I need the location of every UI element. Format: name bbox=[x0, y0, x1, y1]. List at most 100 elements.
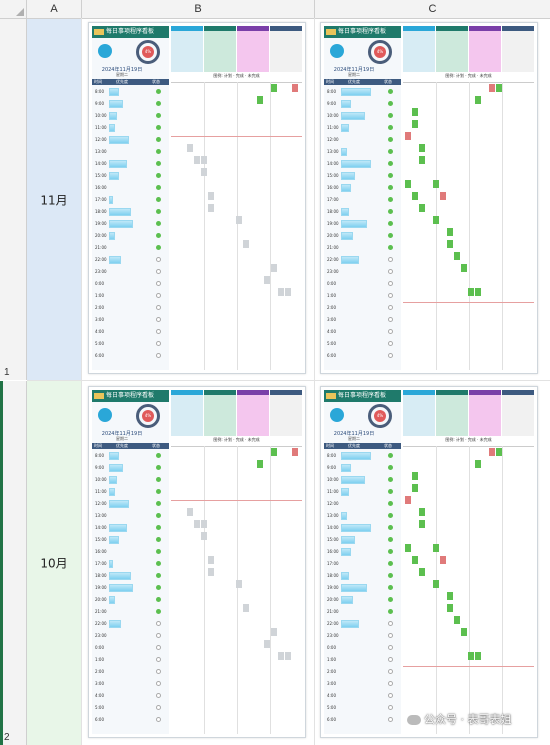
column-header-b[interactable]: B bbox=[82, 0, 315, 18]
category-tab bbox=[237, 26, 269, 31]
priority-bar bbox=[109, 452, 119, 460]
status-dot bbox=[156, 681, 161, 686]
schedule-block bbox=[194, 520, 200, 528]
schedule-block bbox=[468, 288, 474, 296]
status-dot bbox=[388, 573, 393, 578]
time-row: 18:00 bbox=[92, 571, 169, 581]
schedule-board-c1[interactable]: 每日事项程序看板 4% 2024年11月19日 星期二 时间 优先度 状态 8:00 9:00 1… bbox=[320, 22, 538, 374]
time-label: 9:00 bbox=[95, 101, 104, 106]
table-header-cell: 优先度 bbox=[348, 443, 360, 448]
progress-ring: 4% bbox=[368, 404, 392, 428]
grid-line bbox=[237, 446, 238, 734]
status-dot bbox=[388, 669, 393, 674]
time-row: 16:00 bbox=[324, 183, 401, 193]
status-dot bbox=[388, 597, 393, 602]
status-dot bbox=[388, 633, 393, 638]
progress-ring: 4% bbox=[368, 40, 392, 64]
schedule-block bbox=[271, 84, 277, 92]
row-header-1[interactable]: 1 bbox=[0, 19, 27, 380]
schedule-block bbox=[461, 628, 467, 636]
board-title: 每日事项程序看板 bbox=[324, 26, 401, 38]
category-tab bbox=[502, 390, 534, 395]
time-label: 18:00 bbox=[95, 209, 107, 214]
schedule-block bbox=[208, 556, 214, 564]
time-label: 20:00 bbox=[95, 597, 107, 602]
legend: 图例: 计划 · 完成 · 未完成 bbox=[213, 73, 260, 78]
schedule-board-b2[interactable]: 每日事项程序看板 4% 2024年11月19日 星期二 时间 优先度 状态 8:00 9:00 1… bbox=[88, 386, 306, 738]
category-column bbox=[469, 395, 501, 436]
category-tab bbox=[270, 390, 302, 395]
category-tab bbox=[403, 390, 435, 395]
status-dot bbox=[156, 573, 161, 578]
time-row: 13:00 bbox=[324, 511, 401, 521]
time-row: 13:00 bbox=[324, 147, 401, 157]
schedule-block bbox=[475, 96, 481, 104]
time-row: 6:00 bbox=[92, 351, 169, 361]
time-row: 9:00 bbox=[92, 463, 169, 473]
cell-a2[interactable]: 10月 bbox=[27, 381, 81, 745]
row-header-2[interactable]: 2 bbox=[0, 381, 27, 745]
status-dot bbox=[156, 657, 161, 662]
time-label: 6:00 bbox=[95, 353, 104, 358]
status-dot bbox=[388, 341, 393, 346]
select-all-corner[interactable] bbox=[0, 0, 27, 18]
schedule-block bbox=[187, 144, 193, 152]
cell-a1[interactable]: 11月 bbox=[27, 19, 81, 380]
schedule-block bbox=[271, 264, 277, 272]
schedule-block bbox=[201, 168, 207, 176]
status-dot bbox=[388, 197, 393, 202]
board-date: 2024年11月19日 bbox=[101, 67, 143, 73]
priority-bar bbox=[341, 88, 371, 96]
priority-bar bbox=[341, 100, 351, 108]
status-dot bbox=[388, 221, 393, 226]
priority-bar bbox=[109, 124, 115, 132]
status-dot bbox=[156, 693, 161, 698]
schedule-block bbox=[278, 652, 284, 660]
schedule-block bbox=[468, 652, 474, 660]
category-column bbox=[436, 395, 468, 436]
table-header-cell: 优先度 bbox=[116, 79, 128, 84]
time-label: 17:00 bbox=[95, 561, 107, 566]
schedule-board-b1[interactable]: 每日事项程序看板 4% 2024年11月19日 星期二 时间 优先度 状态 8:00 9:00 1… bbox=[88, 22, 306, 374]
status-dot bbox=[156, 353, 161, 358]
table-header-cell: 时间 bbox=[326, 79, 334, 84]
column-header-a[interactable]: A bbox=[27, 0, 82, 18]
schedule-board-c2[interactable]: 每日事项程序看板 4% 2024年11月19日 星期二 时间 优先度 状态 8:00 9:00 1… bbox=[320, 386, 538, 738]
time-label: 2:00 bbox=[327, 305, 336, 310]
status-dot bbox=[388, 609, 393, 614]
time-row: 8:00 bbox=[324, 87, 401, 97]
status-dot bbox=[388, 693, 393, 698]
time-label: 3:00 bbox=[327, 317, 336, 322]
left-panel: 每日事项程序看板 4% 2024年11月19日 星期二 时间 优先度 状态 8:00 9:00 1… bbox=[324, 390, 401, 734]
time-row: 19:00 bbox=[324, 583, 401, 593]
category-tab bbox=[171, 26, 203, 31]
priority-bar bbox=[341, 584, 367, 592]
time-row: 10:00 bbox=[324, 475, 401, 485]
time-label: 6:00 bbox=[95, 717, 104, 722]
time-row: 18:00 bbox=[92, 207, 169, 217]
time-label: 8:00 bbox=[95, 89, 104, 94]
priority-bar bbox=[109, 256, 121, 264]
time-label: 5:00 bbox=[327, 341, 336, 346]
schedule-block bbox=[264, 276, 270, 284]
legend: 图例: 计划 · 完成 · 未完成 bbox=[445, 73, 492, 78]
time-row: 20:00 bbox=[324, 595, 401, 605]
status-dot bbox=[156, 489, 161, 494]
table-header-cell: 时间 bbox=[94, 443, 102, 448]
time-label: 1:00 bbox=[95, 657, 104, 662]
time-row: 2:00 bbox=[92, 303, 169, 313]
calendar-icon bbox=[98, 44, 112, 58]
time-row: 14:00 bbox=[92, 523, 169, 533]
priority-bar bbox=[109, 524, 127, 532]
column-header-c[interactable]: C bbox=[428, 3, 437, 15]
status-dot bbox=[156, 549, 161, 554]
time-row: 21:00 bbox=[92, 243, 169, 253]
status-dot bbox=[388, 137, 393, 142]
right-panel: 图例: 计划 · 完成 · 未完成 bbox=[403, 390, 534, 734]
status-dot bbox=[156, 561, 161, 566]
time-label: 10:00 bbox=[327, 477, 339, 482]
time-row: 2:00 bbox=[324, 303, 401, 313]
time-row: 1:00 bbox=[92, 291, 169, 301]
category-tab bbox=[469, 390, 501, 395]
status-dot bbox=[156, 209, 161, 214]
